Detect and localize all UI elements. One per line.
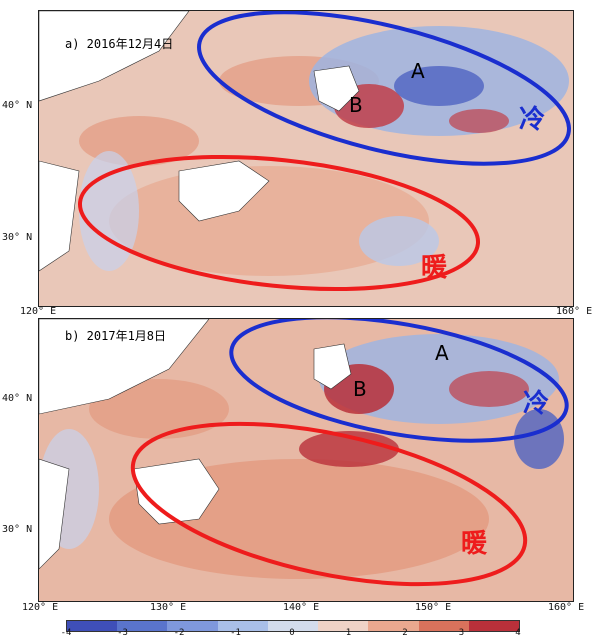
colorbar-tick-label: 4 <box>515 628 521 638</box>
warm-ellipse-a <box>77 154 481 292</box>
map-panel-b: b) 2017年1月8日 A B 冷 暖 <box>38 318 574 602</box>
land-hokkaido-a <box>313 65 360 112</box>
lon-tick-150: 150° E <box>415 602 452 613</box>
point-b-label-b: B <box>353 377 367 401</box>
colorbar-tick-label: -2 <box>173 628 185 638</box>
warm-eddy-b <box>449 371 529 407</box>
colorbar-segment <box>468 621 519 631</box>
colorbar-tick-label: -1 <box>230 628 241 638</box>
land-korea-japan-a <box>178 160 270 222</box>
cold-label-b: 冷 <box>523 389 550 419</box>
colorbar-segment <box>117 621 168 631</box>
lat-tick-40-b: 40° N <box>2 393 33 404</box>
sst-anomaly-map-a <box>39 11 573 306</box>
colorbar-segment <box>318 621 369 631</box>
cold-label-a: 冷 <box>519 105 546 135</box>
colorbar-tick-label: 0 <box>289 628 295 638</box>
lon-tick-120: 120° E <box>22 602 59 613</box>
cool-patch-a1 <box>359 216 439 266</box>
panel-b-title: b) 2017年1月8日 <box>65 329 167 343</box>
land-mainland-b <box>39 319 210 415</box>
lat-tick-30-a: 30° N <box>2 232 33 243</box>
colorbar-tick-label: 1 <box>345 628 352 638</box>
colorbar-tick-label: -4 <box>60 628 72 638</box>
point-a-label-b: A <box>435 341 449 365</box>
colorbar <box>66 620 520 632</box>
panel-a-title: a) 2016年12月4日 <box>65 37 174 51</box>
lon-tick-130: 130° E <box>150 602 187 613</box>
colorbar-segment <box>217 621 268 631</box>
cold-ellipse-b <box>229 319 569 443</box>
lon-tick-120-mid: 120° E <box>20 306 57 317</box>
land-coast-b <box>39 458 70 570</box>
point-b-label-a: B <box>349 93 363 117</box>
warm-label-b: 暖 <box>461 529 488 559</box>
land-coast-a <box>39 160 80 272</box>
lon-tick-160: 160° E <box>548 602 585 613</box>
lon-tick-160-mid: 160° E <box>556 306 593 317</box>
colorbar-segment <box>67 621 118 631</box>
warm-patch-b1 <box>89 379 229 439</box>
colorbar-segment <box>167 621 218 631</box>
warm-label-a: 暖 <box>421 253 448 283</box>
map-panel-a: a) 2016年12月4日 A B 冷 暖 <box>38 10 574 307</box>
lon-tick-140: 140° E <box>283 602 320 613</box>
warm-ellipse-b <box>130 421 528 587</box>
colorbar-tick-label: 3 <box>458 628 465 638</box>
warm-filament-b <box>299 431 399 467</box>
land-mainland-a <box>39 11 190 102</box>
lat-tick-30-b: 30° N <box>2 524 33 535</box>
lat-tick-40-a: 40° N <box>2 100 33 111</box>
colorbar-segment <box>267 621 319 631</box>
colorbar-tick-label: 2 <box>402 628 408 638</box>
land-korea-japan-b <box>133 458 220 525</box>
land-hokkaido-b <box>313 343 352 390</box>
sst-anomaly-map-b <box>39 319 573 601</box>
warm-filament-a <box>449 109 509 133</box>
point-a-label-a: A <box>411 59 425 83</box>
colorbar-segment <box>368 621 419 631</box>
colorbar-segment <box>418 621 469 631</box>
strong-cold-a-a <box>394 66 484 106</box>
colorbar-tick-label: -3 <box>117 628 128 638</box>
cold-ellipse-a <box>197 11 571 166</box>
